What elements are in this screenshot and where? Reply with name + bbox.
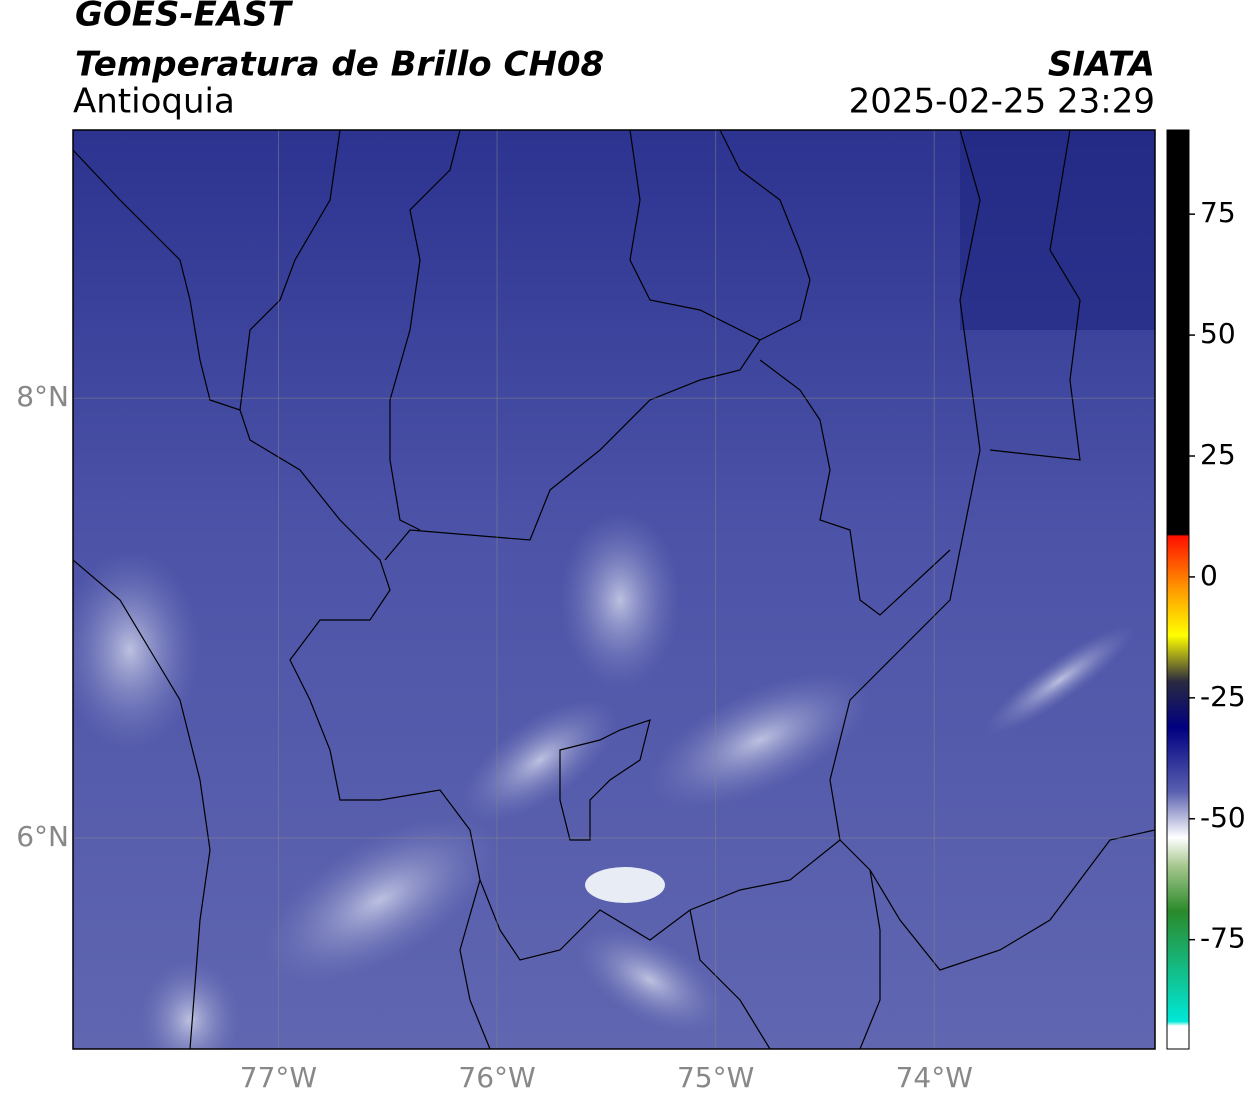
- colorbar-tick-label: 75: [1200, 196, 1236, 229]
- datetime: 2025-02-25 23:29: [849, 82, 1155, 122]
- satellite-image: [73, 130, 1155, 1049]
- subtitle: Temperatura de Brillo CH08: [75, 45, 604, 85]
- x-tick-label: 77°W: [240, 1061, 317, 1094]
- x-tick-label: 76°W: [458, 1061, 535, 1094]
- x-tick-label: 74°W: [896, 1061, 973, 1094]
- colorbar-tick-label: -75: [1200, 922, 1246, 955]
- region: Antioquia: [73, 82, 235, 122]
- colorbar-tick-label: 25: [1200, 438, 1236, 471]
- colorbar-tick-label: -50: [1200, 801, 1246, 834]
- map-frame: [72, 129, 1156, 1050]
- source: SIATA: [1048, 45, 1155, 85]
- x-tick-label: 75°W: [677, 1061, 754, 1094]
- title: GOES-EAST: [75, 0, 294, 35]
- colorbar-tick-label: 0: [1200, 559, 1218, 592]
- y-tick-label: 6°N: [16, 820, 69, 853]
- colorbar-tick-label: -25: [1200, 680, 1246, 713]
- y-tick-label: 8°N: [16, 380, 69, 413]
- colorbar-tick-label: 50: [1200, 317, 1236, 350]
- colorbar: [1166, 129, 1190, 1050]
